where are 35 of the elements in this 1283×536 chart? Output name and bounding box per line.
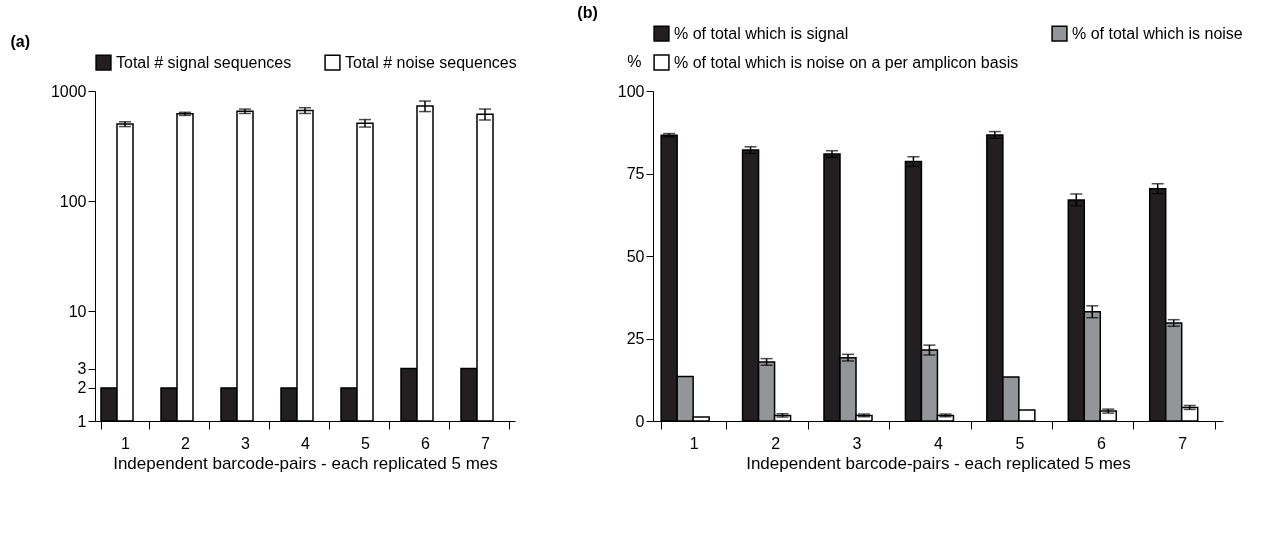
y-axis-title: % [627, 52, 642, 70]
x-axis-title: Independent barcode-pairs - each replicated 5 mes [113, 453, 498, 473]
chart-title: (b) [577, 4, 598, 21]
x-tick-label: 1 [689, 434, 699, 452]
x-axis-title: Independent barcode-pairs - each replicated 5 mes [746, 453, 1131, 473]
y-tick-label: 100 [59, 192, 87, 210]
y-tick-label: 0 [635, 412, 645, 430]
x-tick-label: 1 [121, 434, 131, 452]
y-tick-label: 2 [77, 379, 87, 397]
chart-title: (a) [10, 33, 30, 50]
x-tick-label: 3 [852, 434, 862, 452]
y-tick-label: 1000 [50, 82, 87, 100]
x-tick-label: 2 [181, 434, 191, 452]
x-tick-label: 6 [1096, 434, 1106, 452]
legend-label: Total # signal sequences [116, 53, 292, 71]
y-tick-label: 1 [77, 412, 87, 430]
y-tick-label: 100 [617, 82, 645, 100]
legend-label: % of total which is noise on a per amplicon basis [674, 53, 1019, 71]
x-tick-label: 3 [241, 434, 251, 452]
y-tick-label: 3 [77, 360, 87, 378]
y-tick-label: 10 [68, 302, 87, 320]
x-tick-label: 5 [1015, 434, 1025, 452]
legend-label: % of total which is noise [1072, 24, 1243, 42]
x-tick-label: 7 [481, 434, 491, 452]
legend-label: Total # noise sequences [345, 53, 517, 71]
y-tick-label: 25 [626, 330, 645, 347]
x-tick-label: 6 [421, 434, 431, 452]
x-tick-label: 5 [361, 434, 371, 452]
legend-label: % of total which is signal [674, 24, 849, 42]
x-tick-label: 2 [771, 434, 781, 452]
x-tick-label: 4 [934, 434, 944, 452]
y-tick-label: 50 [626, 247, 645, 265]
x-tick-label: 7 [1178, 434, 1188, 452]
x-tick-label: 4 [301, 434, 311, 452]
y-tick-label: 75 [626, 165, 645, 182]
